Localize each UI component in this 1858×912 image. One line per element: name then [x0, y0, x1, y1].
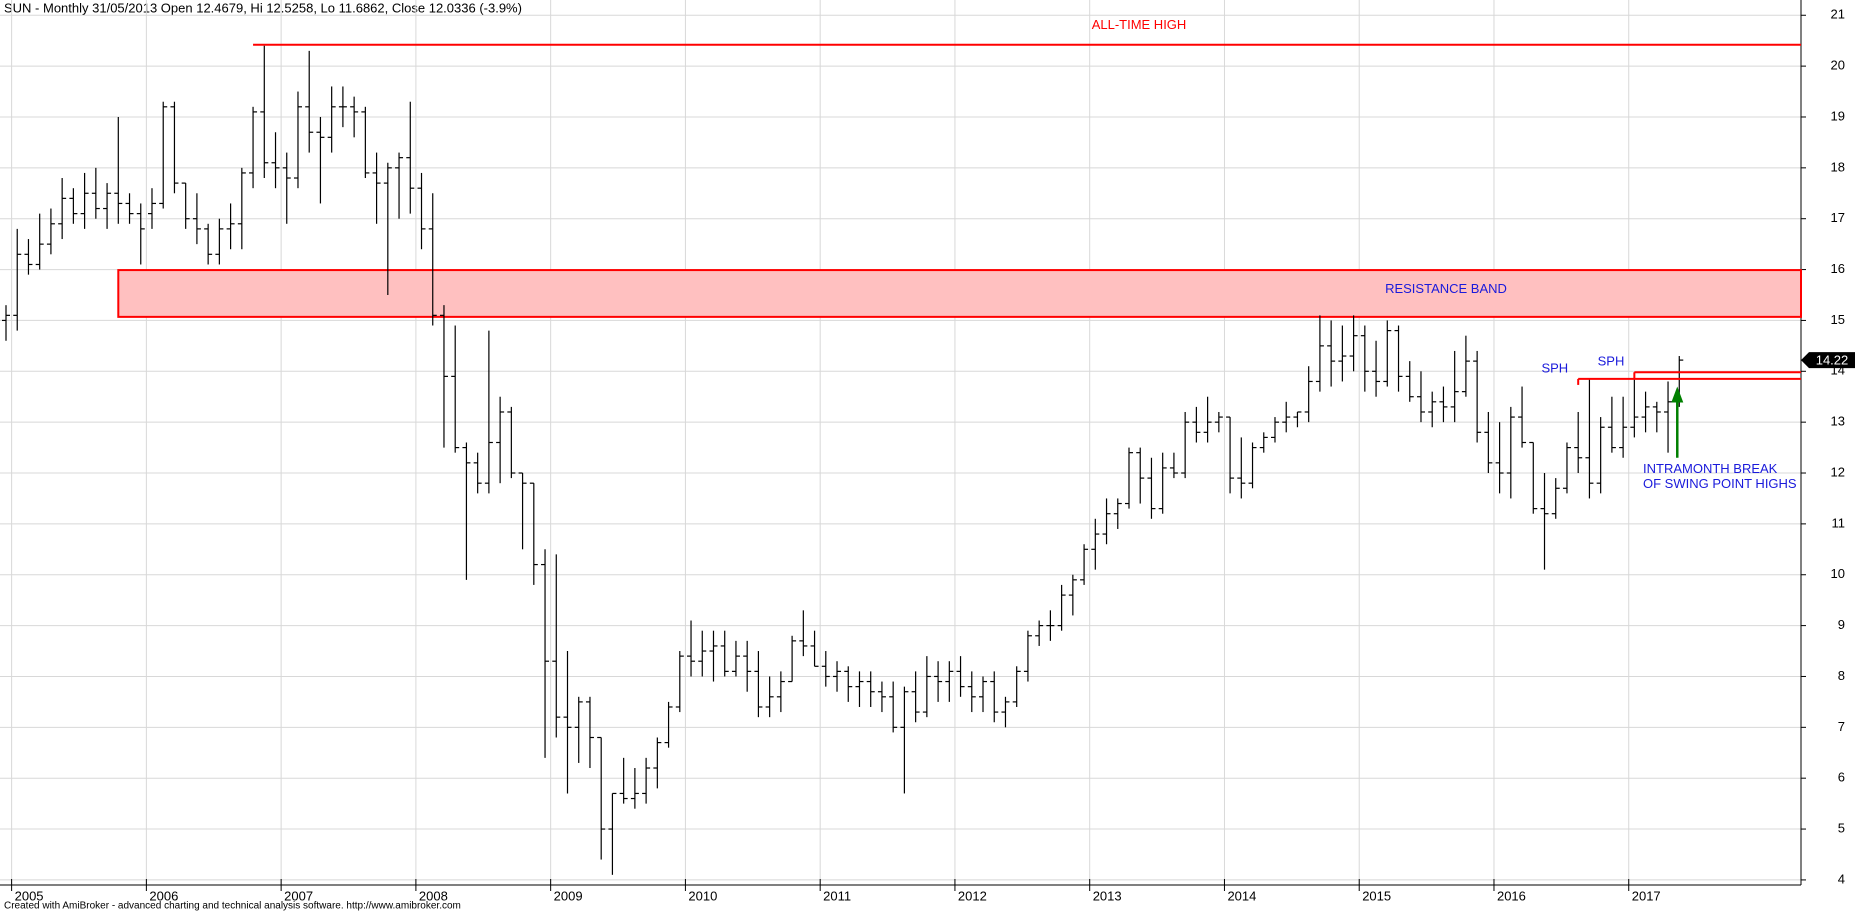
ath-label: ALL-TIME HIGH: [1092, 17, 1187, 32]
x-tick-label: 2012: [958, 888, 987, 903]
x-tick-label: 2016: [1497, 888, 1526, 903]
last-price-label: 14.22: [1816, 353, 1849, 368]
y-tick-label: 10: [1831, 566, 1845, 581]
y-tick-label: 9: [1838, 617, 1845, 632]
sph-label: SPH: [1541, 360, 1568, 375]
y-tick-label: 20: [1831, 58, 1845, 73]
resistance-band: [117, 269, 1802, 318]
x-tick-label: 2008: [419, 888, 448, 903]
x-tick-label: 2007: [284, 888, 313, 903]
y-tick-label: 8: [1838, 668, 1845, 683]
y-tick-label: 7: [1838, 719, 1845, 734]
y-tick-label: 12: [1831, 464, 1845, 479]
band-label: RESISTANCE BAND: [1385, 281, 1507, 296]
arrow-label: INTRAMONTH BREAK: [1643, 461, 1778, 476]
arrow-head: [1671, 386, 1684, 403]
x-tick-label: 2011: [823, 888, 851, 903]
x-tick-label: 2005: [15, 888, 44, 903]
y-tick-label: 21: [1831, 7, 1845, 22]
chart-title: SUN - Monthly 31/05/2013 Open 12.4679, H…: [4, 0, 522, 15]
x-tick-label: 2010: [688, 888, 717, 903]
x-tick-label: 2009: [554, 888, 583, 903]
footer: Created with AmiBroker - advanced charti…: [4, 901, 461, 912]
sph-label: SPH: [1598, 354, 1625, 369]
y-tick-label: 17: [1831, 210, 1845, 225]
x-tick-label: 2013: [1093, 888, 1122, 903]
y-tick-label: 6: [1838, 770, 1845, 785]
y-tick-label: 19: [1831, 108, 1845, 123]
x-tick-label: 2006: [149, 888, 178, 903]
arrow-label: OF SWING POINT HIGHS: [1643, 476, 1797, 491]
last-price-tag: [1801, 352, 1855, 369]
y-tick-label: 5: [1838, 820, 1845, 835]
y-tick-label: 11: [1832, 515, 1846, 530]
x-tick-label: 2015: [1362, 888, 1391, 903]
x-tick-label: 2014: [1227, 888, 1256, 903]
y-tick-label: 4: [1838, 871, 1845, 886]
y-tick-label: 13: [1831, 414, 1845, 429]
y-tick-label: 16: [1831, 261, 1845, 276]
y-tick-label: 18: [1831, 159, 1845, 174]
x-tick-label: 2017: [1632, 888, 1661, 903]
y-tick-label: 15: [1831, 312, 1845, 327]
